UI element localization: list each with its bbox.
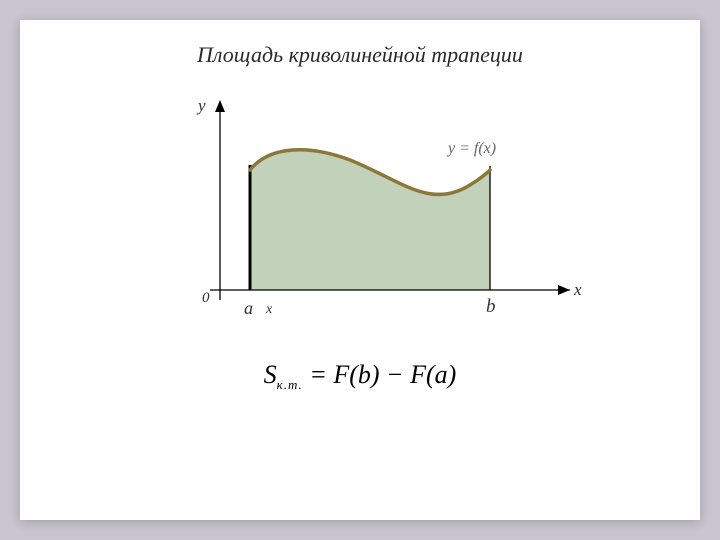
integral-diagram: y x 0 a x b y = f(x) — [170, 90, 600, 330]
y-axis-arrow — [215, 100, 225, 112]
x-axis-arrow — [558, 285, 570, 295]
y-axis-label: y — [198, 96, 206, 116]
formula-rhs: F(b) − F(a) — [333, 360, 456, 389]
formula-S: S — [264, 360, 277, 389]
b-label: b — [486, 296, 496, 318]
formula-eq: = — [303, 360, 334, 389]
x-axis-label: x — [574, 280, 582, 300]
x-small-label: x — [266, 302, 272, 318]
area-formula: Sк.т. = F(b) − F(a) — [20, 360, 700, 393]
slide: Площадь криволинейной трапеции y x 0 a x… — [20, 20, 700, 520]
formula-sub: к.т. — [277, 377, 303, 392]
y-eq-fx-label: y = f(x) — [448, 140, 496, 158]
a-label: a — [244, 298, 253, 319]
diagram-svg — [170, 90, 600, 330]
origin-label: 0 — [202, 290, 210, 307]
slide-title: Площадь криволинейной трапеции — [20, 42, 700, 68]
